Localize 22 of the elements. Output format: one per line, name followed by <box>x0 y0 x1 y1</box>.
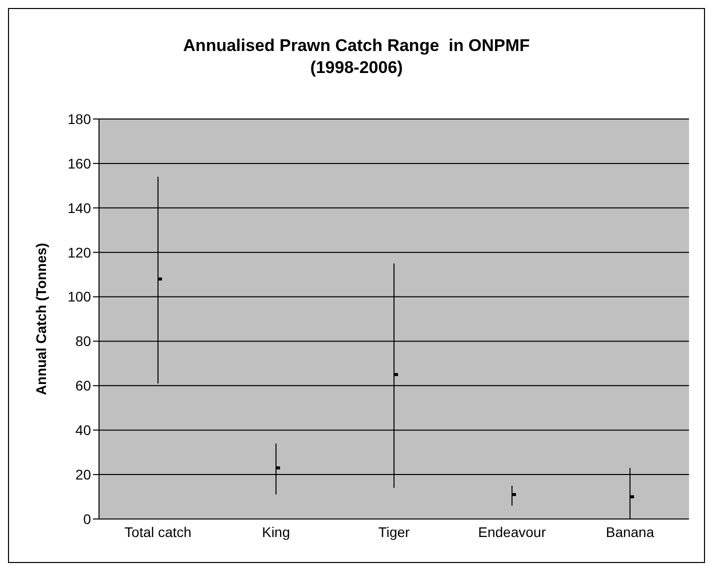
point <box>630 495 634 498</box>
x-tick-label: Total catch <box>124 524 192 540</box>
y-tick-label: 160 <box>68 155 92 172</box>
x-tick-label: King <box>262 524 290 540</box>
point <box>276 466 280 470</box>
x-tick-label: Banana <box>606 524 654 540</box>
y-tick-label: 100 <box>68 288 92 305</box>
x-tick-label: Tiger <box>378 524 410 540</box>
y-tick-label: 0 <box>83 510 92 527</box>
point <box>394 373 398 376</box>
y-tick-label: 20 <box>75 466 92 483</box>
point <box>512 493 516 496</box>
y-tick-label: 140 <box>68 200 92 216</box>
x-tick-label: Endeavour <box>478 524 546 540</box>
y-tick-label: 60 <box>75 378 92 394</box>
y-tick-label: 40 <box>75 422 92 438</box>
point <box>158 278 162 280</box>
y-axis-title: Annual Catch (Tonnes) <box>32 242 49 396</box>
y-tick-label: 120 <box>68 244 92 260</box>
y-tick-label: 180 <box>68 110 92 127</box>
y-tick-label: 80 <box>75 333 92 350</box>
chart-title: Annualised Prawn Catch Range in ONPMF (1998-2006) <box>182 35 531 79</box>
